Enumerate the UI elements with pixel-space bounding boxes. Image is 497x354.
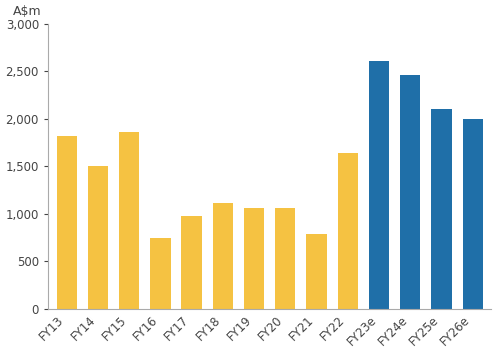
Bar <box>337 153 358 309</box>
Text: A$m: A$m <box>12 5 41 18</box>
Bar <box>57 136 77 309</box>
Bar <box>369 61 389 309</box>
Bar <box>88 166 108 309</box>
Bar <box>400 75 420 309</box>
Bar <box>244 208 264 309</box>
Bar <box>306 234 327 309</box>
Bar <box>463 119 483 309</box>
Bar <box>431 109 452 309</box>
Bar <box>213 202 233 309</box>
Bar <box>119 132 139 309</box>
Bar <box>275 208 296 309</box>
Bar <box>181 216 202 309</box>
Bar <box>150 238 170 309</box>
